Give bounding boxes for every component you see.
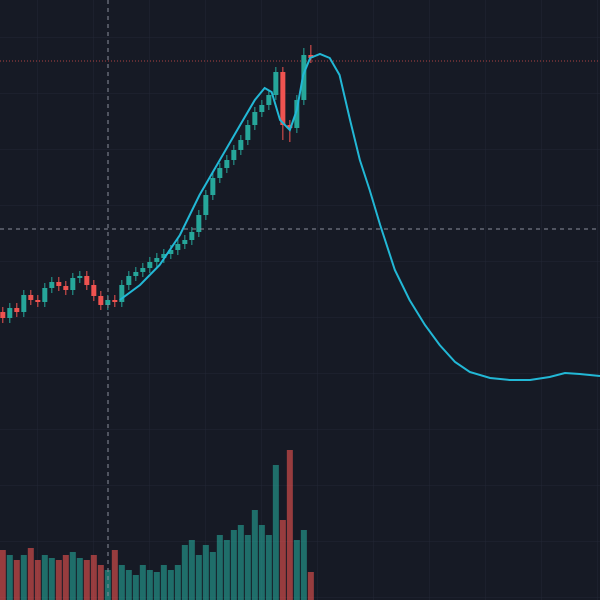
volume-bar <box>69 552 76 600</box>
volume-bar <box>265 535 272 600</box>
candle-body <box>273 72 279 95</box>
candle-body <box>112 300 118 302</box>
volume-bar <box>300 530 307 600</box>
candle-body <box>77 276 83 278</box>
volume-bar <box>90 555 97 600</box>
volume-bar <box>118 565 125 600</box>
volume-bar <box>27 548 34 600</box>
candle-body <box>147 262 153 268</box>
candle-body <box>126 276 132 285</box>
volume-bar <box>258 525 265 600</box>
volume-bar <box>6 555 13 600</box>
candle-body <box>231 150 237 160</box>
candle-body <box>21 295 27 312</box>
candle-body <box>98 296 104 305</box>
candle-body <box>182 240 188 244</box>
volume-bar <box>111 550 118 600</box>
candle-body <box>140 268 146 272</box>
candle-body <box>294 100 300 128</box>
candle-body <box>238 140 244 150</box>
candle-body <box>175 244 181 250</box>
candle-body <box>189 232 195 240</box>
volume-bar <box>125 570 132 600</box>
volume-bar <box>13 560 20 600</box>
volume-bar <box>0 550 6 600</box>
candle-body <box>70 278 76 290</box>
candle-body <box>91 285 97 296</box>
candle-body <box>266 95 272 105</box>
volume-bar <box>174 565 181 600</box>
candle-body <box>35 300 41 302</box>
volume-bar <box>41 555 48 600</box>
volume-bar <box>216 535 223 600</box>
candle-body <box>161 254 167 258</box>
candle-body <box>168 250 174 254</box>
volume-bar <box>251 510 258 600</box>
candle-body <box>42 288 48 302</box>
candle-body <box>84 276 90 285</box>
volume-bar <box>209 552 216 600</box>
candle-body <box>217 168 223 178</box>
candle-body <box>280 72 286 125</box>
candle-body <box>63 286 69 290</box>
candle-body <box>28 295 34 300</box>
volume-bar <box>132 575 139 600</box>
volume-bar <box>55 560 62 600</box>
candle-body <box>252 112 258 125</box>
candle-body <box>14 308 20 312</box>
volume-bar <box>160 565 167 600</box>
volume-bar <box>167 570 174 600</box>
volume-bar <box>62 555 69 600</box>
volume-bar <box>97 565 104 600</box>
candle-body <box>133 272 139 276</box>
candle-body <box>7 308 13 318</box>
volume-bar <box>195 555 202 600</box>
candle-body <box>119 285 125 302</box>
candle-body <box>56 282 62 286</box>
volume-bar <box>202 545 209 600</box>
candle-body <box>301 55 307 100</box>
volume-bar <box>83 560 90 600</box>
volume-bar <box>188 540 195 600</box>
volume-bar <box>139 565 146 600</box>
volume-bar <box>272 465 279 600</box>
volume-bar <box>181 545 188 600</box>
candle-body <box>105 300 111 305</box>
volume-bar <box>146 570 153 600</box>
volume-bar <box>76 558 83 600</box>
volume-bar <box>293 540 300 600</box>
candle-body <box>49 282 55 288</box>
volume-bar <box>48 558 55 600</box>
candle-body <box>0 312 6 318</box>
candle-body <box>154 258 160 262</box>
volume-bar <box>286 450 293 600</box>
volume-bar <box>153 572 160 600</box>
candle-body <box>287 125 293 128</box>
volume-bar <box>20 555 27 600</box>
candle-body <box>210 178 216 195</box>
volume-bar <box>230 530 237 600</box>
volume-bar <box>244 535 251 600</box>
volume-bar <box>223 540 230 600</box>
candle-body <box>196 215 202 232</box>
volume-bar <box>307 572 314 600</box>
moving-average <box>119 52 600 381</box>
volume-bar <box>34 560 41 600</box>
candle-body <box>245 125 251 140</box>
candle-body <box>259 105 265 112</box>
candle-body <box>203 195 209 215</box>
volume-bar <box>237 525 244 600</box>
candle-body <box>224 160 230 168</box>
volume-bar <box>279 520 286 600</box>
candle-body <box>308 55 314 58</box>
